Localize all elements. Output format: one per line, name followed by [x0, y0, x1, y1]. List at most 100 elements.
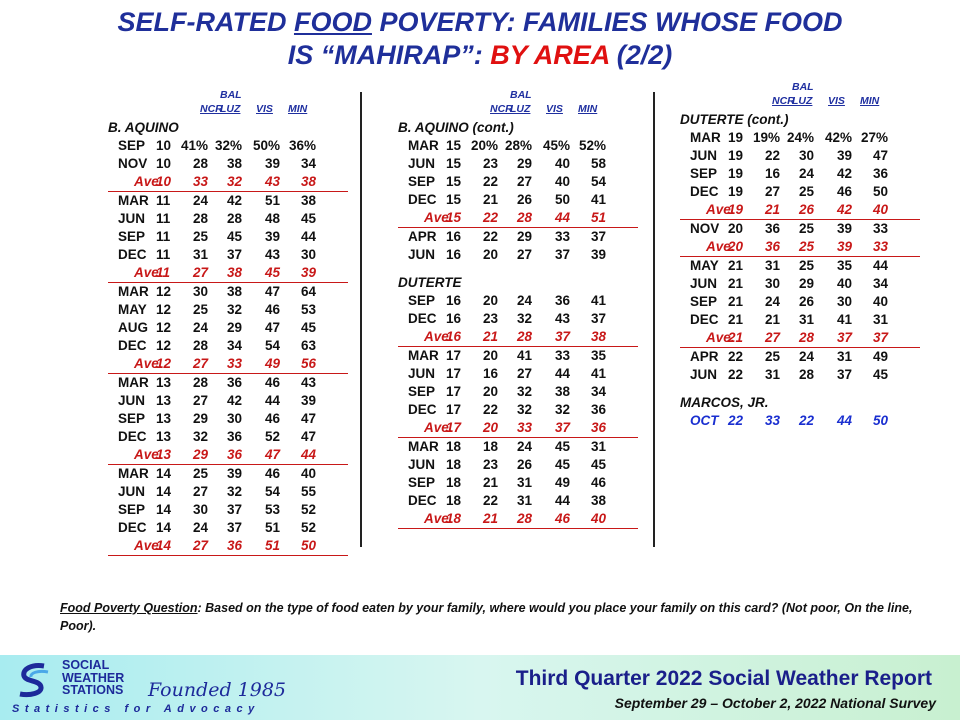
- row-value: 45: [554, 439, 570, 454]
- row-year: 18: [446, 457, 462, 472]
- row-month: SEP: [408, 293, 436, 308]
- row-value: 25: [798, 184, 814, 199]
- row-value: 27: [764, 184, 780, 199]
- row-value: 51: [264, 193, 280, 208]
- row-year: 10: [156, 174, 172, 189]
- row-year: 17: [446, 384, 462, 399]
- average-row: Ave. 19 21 26 42 40: [680, 201, 920, 220]
- header-luz: LUZ: [792, 95, 813, 107]
- row-month: JUN: [408, 247, 436, 262]
- row-value: 30: [836, 294, 852, 309]
- row-year: 11: [156, 265, 171, 280]
- row-value: 22: [482, 174, 498, 189]
- row-value: 23: [482, 311, 498, 326]
- row-month: AUG: [118, 320, 148, 335]
- row-value: 29: [192, 411, 208, 426]
- row-value: 30: [764, 276, 780, 291]
- header-ncr: NCR: [200, 103, 223, 115]
- row-value: 32: [516, 402, 532, 417]
- row-month: MAR: [118, 466, 149, 481]
- header-bal: BAL: [220, 89, 242, 101]
- row-value: 27: [192, 484, 208, 499]
- row-value: 40: [300, 466, 316, 481]
- row-value: 50: [872, 184, 888, 199]
- table-row: SEP 16 20 24 36 41: [398, 292, 638, 310]
- row-value: 45: [226, 229, 242, 244]
- row-value: 45%: [542, 138, 570, 153]
- row-month: Ave.: [134, 538, 163, 553]
- header-vis: VIS: [828, 95, 845, 107]
- page-title: SELF-RATED FOOD POVERTY: FAMILIES WHOSE …: [0, 6, 960, 72]
- row-month: MAY: [118, 302, 147, 317]
- row-value: 32: [226, 484, 242, 499]
- row-value: 42: [836, 202, 852, 217]
- row-month: OCT: [690, 413, 719, 428]
- row-month: SEP: [690, 166, 718, 181]
- row-value: 45: [300, 211, 316, 226]
- row-value: 45: [590, 457, 606, 472]
- row-value: 31: [516, 475, 532, 490]
- row-month: MAR: [118, 375, 149, 390]
- row-value: 20: [482, 420, 498, 435]
- row-value: 41: [590, 366, 606, 381]
- row-value: 24: [798, 166, 814, 181]
- row-month: DEC: [408, 192, 437, 207]
- row-value: 56: [300, 356, 316, 371]
- row-value: 40: [872, 294, 888, 309]
- row-value: 34: [300, 156, 316, 171]
- row-value: 51: [590, 210, 606, 225]
- row-value: 39: [836, 221, 852, 236]
- row-value: 32: [226, 302, 242, 317]
- row-month: DEC: [118, 520, 147, 535]
- row-year: 11: [156, 247, 171, 262]
- table-row: NOV 10 28 38 39 34: [108, 155, 348, 173]
- row-value: 22: [764, 148, 780, 163]
- table-row: DEC 11 31 37 43 30: [108, 246, 348, 264]
- row-value: 46: [836, 184, 852, 199]
- row-value: 36: [590, 420, 606, 435]
- row-month: Ave.: [706, 239, 735, 254]
- row-value: 25: [192, 302, 208, 317]
- row-value: 50: [872, 413, 888, 428]
- row-value: 38: [590, 329, 606, 344]
- row-year: 16: [446, 247, 462, 262]
- row-value: 51: [264, 520, 280, 535]
- row-value: 31: [836, 349, 852, 364]
- row-value: 20%: [470, 138, 498, 153]
- row-year: 10: [156, 138, 172, 153]
- average-row: Ave. 18 21 28 46 40: [398, 510, 638, 529]
- row-year: 12: [156, 284, 172, 299]
- row-value: 33: [872, 239, 888, 254]
- row-value: 37: [554, 420, 570, 435]
- row-value: 46: [264, 375, 280, 390]
- row-month: Ave.: [424, 420, 453, 435]
- row-value: 32%: [214, 138, 242, 153]
- row-month: Ave.: [424, 210, 453, 225]
- question-text: : Based on the type of food eaten by you…: [60, 601, 913, 633]
- header-luz: LUZ: [510, 103, 531, 115]
- row-value: 64: [300, 284, 316, 299]
- row-value: 31: [764, 367, 780, 382]
- row-value: 19%: [752, 130, 780, 145]
- average-row: Ave. 14 27 36 51 50: [108, 537, 348, 556]
- row-value: 38: [226, 265, 242, 280]
- row-value: 34: [226, 338, 242, 353]
- row-value: 43: [300, 375, 316, 390]
- row-value: 47: [300, 429, 316, 444]
- table-row: APR 22 25 24 31 49: [680, 348, 920, 366]
- section-label: B. AQUINO (cont.): [398, 120, 514, 135]
- row-value: 52: [300, 502, 316, 517]
- row-value: 33: [192, 174, 208, 189]
- row-year: 22: [728, 413, 744, 428]
- row-value: 63: [300, 338, 316, 353]
- table-row: AUG 12 24 29 47 45: [108, 319, 348, 337]
- row-value: 45: [554, 457, 570, 472]
- row-year: 21: [728, 294, 744, 309]
- average-row: Ave. 21 27 28 37 37: [680, 329, 920, 348]
- row-value: 33: [554, 229, 570, 244]
- report-title: Third Quarter 2022 Social Weather Report: [515, 667, 932, 690]
- row-year: 18: [446, 439, 462, 454]
- row-value: 24: [516, 293, 532, 308]
- row-value: 23: [482, 457, 498, 472]
- row-value: 46: [264, 411, 280, 426]
